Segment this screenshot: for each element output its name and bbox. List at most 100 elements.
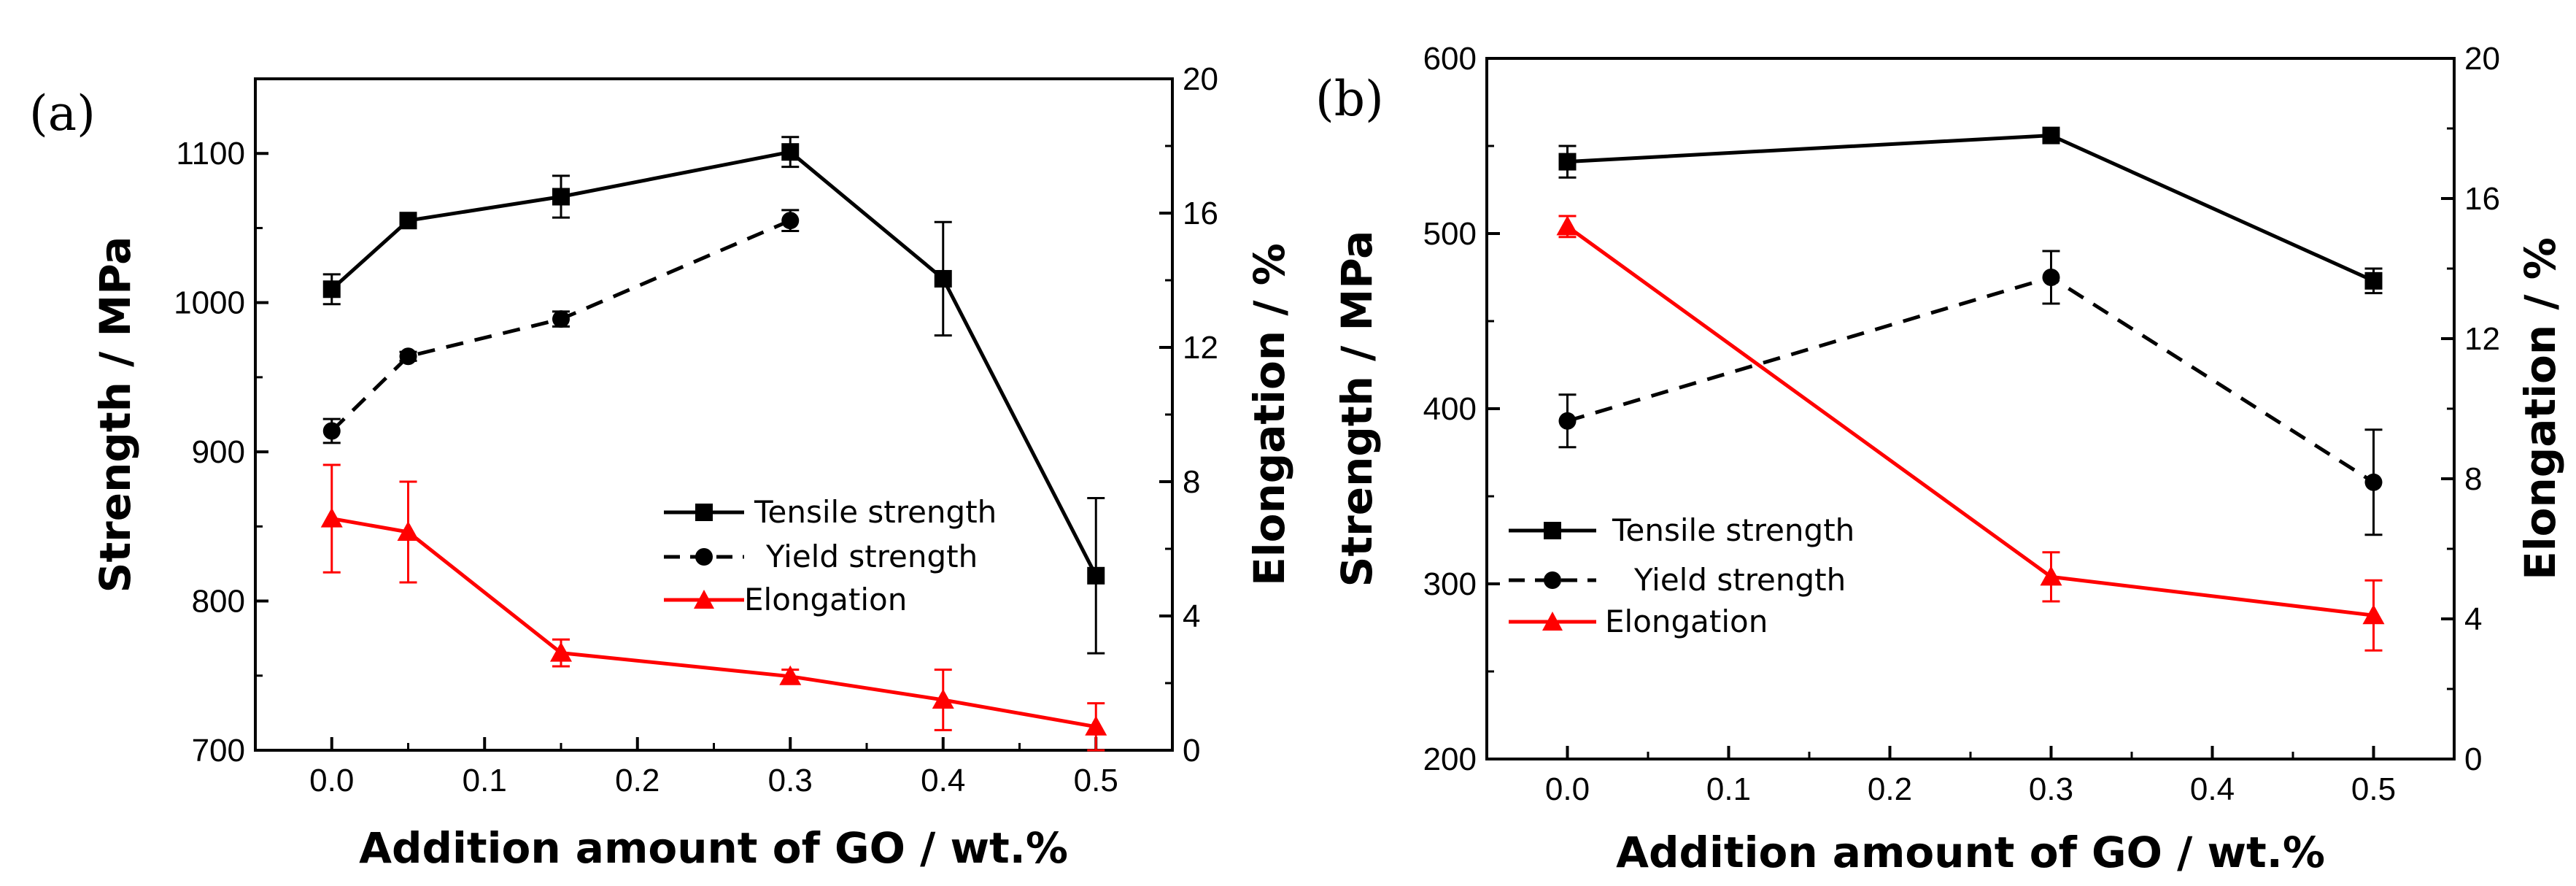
y-tick-label: 500	[1423, 216, 1477, 252]
legend-label-yield-b: Yield strength	[1633, 562, 1846, 598]
y2-tick-label: 12	[2464, 321, 2500, 357]
y-tick-label: 300	[1423, 566, 1477, 602]
plot-frame-b	[1485, 57, 2456, 760]
y2-tick-label: 16	[1183, 196, 1218, 231]
legend-item-yield-a: Yield strength	[664, 539, 978, 574]
y2-ticks-a: 0 4 8 12 16 20	[1159, 61, 1218, 768]
y-ticks-a: 700 800 900 1000 1100	[174, 136, 268, 768]
data-point	[934, 269, 952, 288]
y-axis-label-b: Strength / MPa	[1332, 231, 1382, 588]
data-point	[2364, 271, 2383, 290]
y-tick-label: 200	[1423, 741, 1477, 777]
series-elongation-a	[320, 463, 1107, 752]
legend-item-yield-b: Yield strength	[1509, 562, 1846, 598]
data-point	[2364, 473, 2383, 491]
data-point	[552, 310, 570, 328]
data-point	[397, 521, 419, 541]
legend-label-yield-a: Yield strength	[765, 539, 978, 574]
series-line	[1566, 275, 2375, 484]
y2-ticks-b: 0 4 8 12 16 20	[2441, 41, 2500, 777]
panel-label-a: (a)	[29, 85, 96, 142]
series-a	[320, 136, 1107, 752]
y2-tick-label: 4	[2464, 601, 2482, 637]
data-point	[932, 689, 954, 709]
data-point	[1558, 412, 1577, 430]
legend-label-tensile-b: Tensile strength	[1612, 512, 1854, 548]
y-axis-label-a: Strength / MPa	[90, 236, 140, 593]
panel-b: (b) 0.0 0.1 0.2 0.3 0.4 0.5 200 300 400 500 600 0…	[1315, 41, 2565, 877]
series-line	[331, 517, 1096, 729]
x-tick-label: 0.2	[1868, 771, 1912, 807]
data-point	[399, 212, 417, 230]
x-ticks-a: 0.0 0.1 0.2 0.3 0.4 0.5	[309, 737, 1118, 798]
data-point	[2040, 566, 2062, 586]
legend-a: Tensile strength Yield strength Elongati…	[664, 494, 997, 617]
data-point	[2042, 126, 2060, 145]
x-axis-label-b: Addition amount of GO / wt.%	[1616, 828, 2325, 877]
x-tick-label: 0.4	[2190, 771, 2235, 807]
series-line	[1566, 225, 2374, 617]
legend-item-tensile-b: Tensile strength	[1509, 512, 1854, 548]
data-point	[781, 143, 800, 161]
legend-item-elongation-b: Elongation	[1509, 604, 1768, 639]
data-point	[781, 212, 800, 230]
x-axis-label-a: Addition amount of GO / wt.%	[359, 823, 1068, 873]
x-tick-label: 0.0	[309, 763, 354, 798]
data-point	[1558, 153, 1577, 171]
x-tick-label: 0.1	[1706, 771, 1751, 807]
x-tick-label: 0.5	[1074, 763, 1118, 798]
data-point	[2362, 604, 2385, 625]
y2-tick-label: 0	[1183, 733, 1200, 768]
x-tick-label: 0.4	[921, 763, 965, 798]
series-b	[1556, 126, 2385, 652]
y2-tick-label: 20	[1183, 61, 1218, 97]
data-point	[320, 507, 343, 528]
y2-tick-label: 16	[2464, 181, 2500, 217]
series-line	[330, 150, 1098, 577]
data-point	[1087, 566, 1105, 585]
data-point	[1556, 215, 1579, 236]
x-tick-label: 0.1	[463, 763, 507, 798]
legend-label-tensile-a: Tensile strength	[754, 494, 997, 530]
series-yield-strength-a	[322, 209, 800, 444]
y-tick-label: 1000	[174, 285, 245, 321]
data-point	[779, 665, 802, 685]
data-point	[552, 188, 570, 206]
series-tensile-strength-a	[322, 136, 1105, 655]
x-ticks-b: 0.0 0.1 0.2 0.3 0.4 0.5	[1545, 746, 2396, 807]
panel-a: (a) 0.0 0.1 0.2 0.3 0.4 0.5 700 800 900 1000 1100…	[29, 61, 1294, 873]
y2-tick-label: 12	[1183, 330, 1218, 366]
x-tick-label: 0.0	[1545, 771, 1590, 807]
y-tick-label: 1100	[176, 136, 245, 172]
y-tick-label: 400	[1423, 391, 1477, 427]
data-point	[322, 422, 341, 440]
y-tick-label: 600	[1423, 41, 1477, 77]
series-tensile-strength-b	[1558, 126, 2383, 295]
data-point	[1085, 715, 1107, 736]
x-tick-label: 0.3	[2029, 771, 2073, 807]
series-line	[1567, 134, 2375, 283]
data-point	[322, 280, 341, 298]
data-point	[550, 642, 572, 662]
y2-tick-label: 4	[1183, 598, 1200, 634]
y-ticks-b: 200 300 400 500 600	[1423, 41, 1500, 777]
x-tick-label: 0.3	[768, 763, 813, 798]
series-yield-strength-b	[1558, 250, 2383, 536]
series-line	[330, 218, 792, 433]
y2-tick-label: 8	[1183, 464, 1200, 500]
panel-label-b: (b)	[1315, 71, 1384, 127]
legend-item-elongation-a: Elongation	[664, 582, 907, 617]
legend-label-elongation-b: Elongation	[1605, 604, 1768, 639]
legend-b: Tensile strength Yield strength Elongati…	[1509, 512, 1854, 639]
series-elongation-b	[1556, 215, 2385, 652]
legend-item-tensile-a: Tensile strength	[664, 494, 997, 530]
y-tick-label: 800	[192, 584, 245, 620]
data-point	[2042, 269, 2060, 286]
plot-frame-a	[254, 77, 1174, 752]
data-point	[399, 347, 417, 366]
x-tick-label: 0.5	[2351, 771, 2396, 807]
x-tick-label: 0.2	[615, 763, 660, 798]
y-tick-label: 900	[192, 434, 245, 470]
y2-tick-label: 20	[2464, 41, 2500, 77]
